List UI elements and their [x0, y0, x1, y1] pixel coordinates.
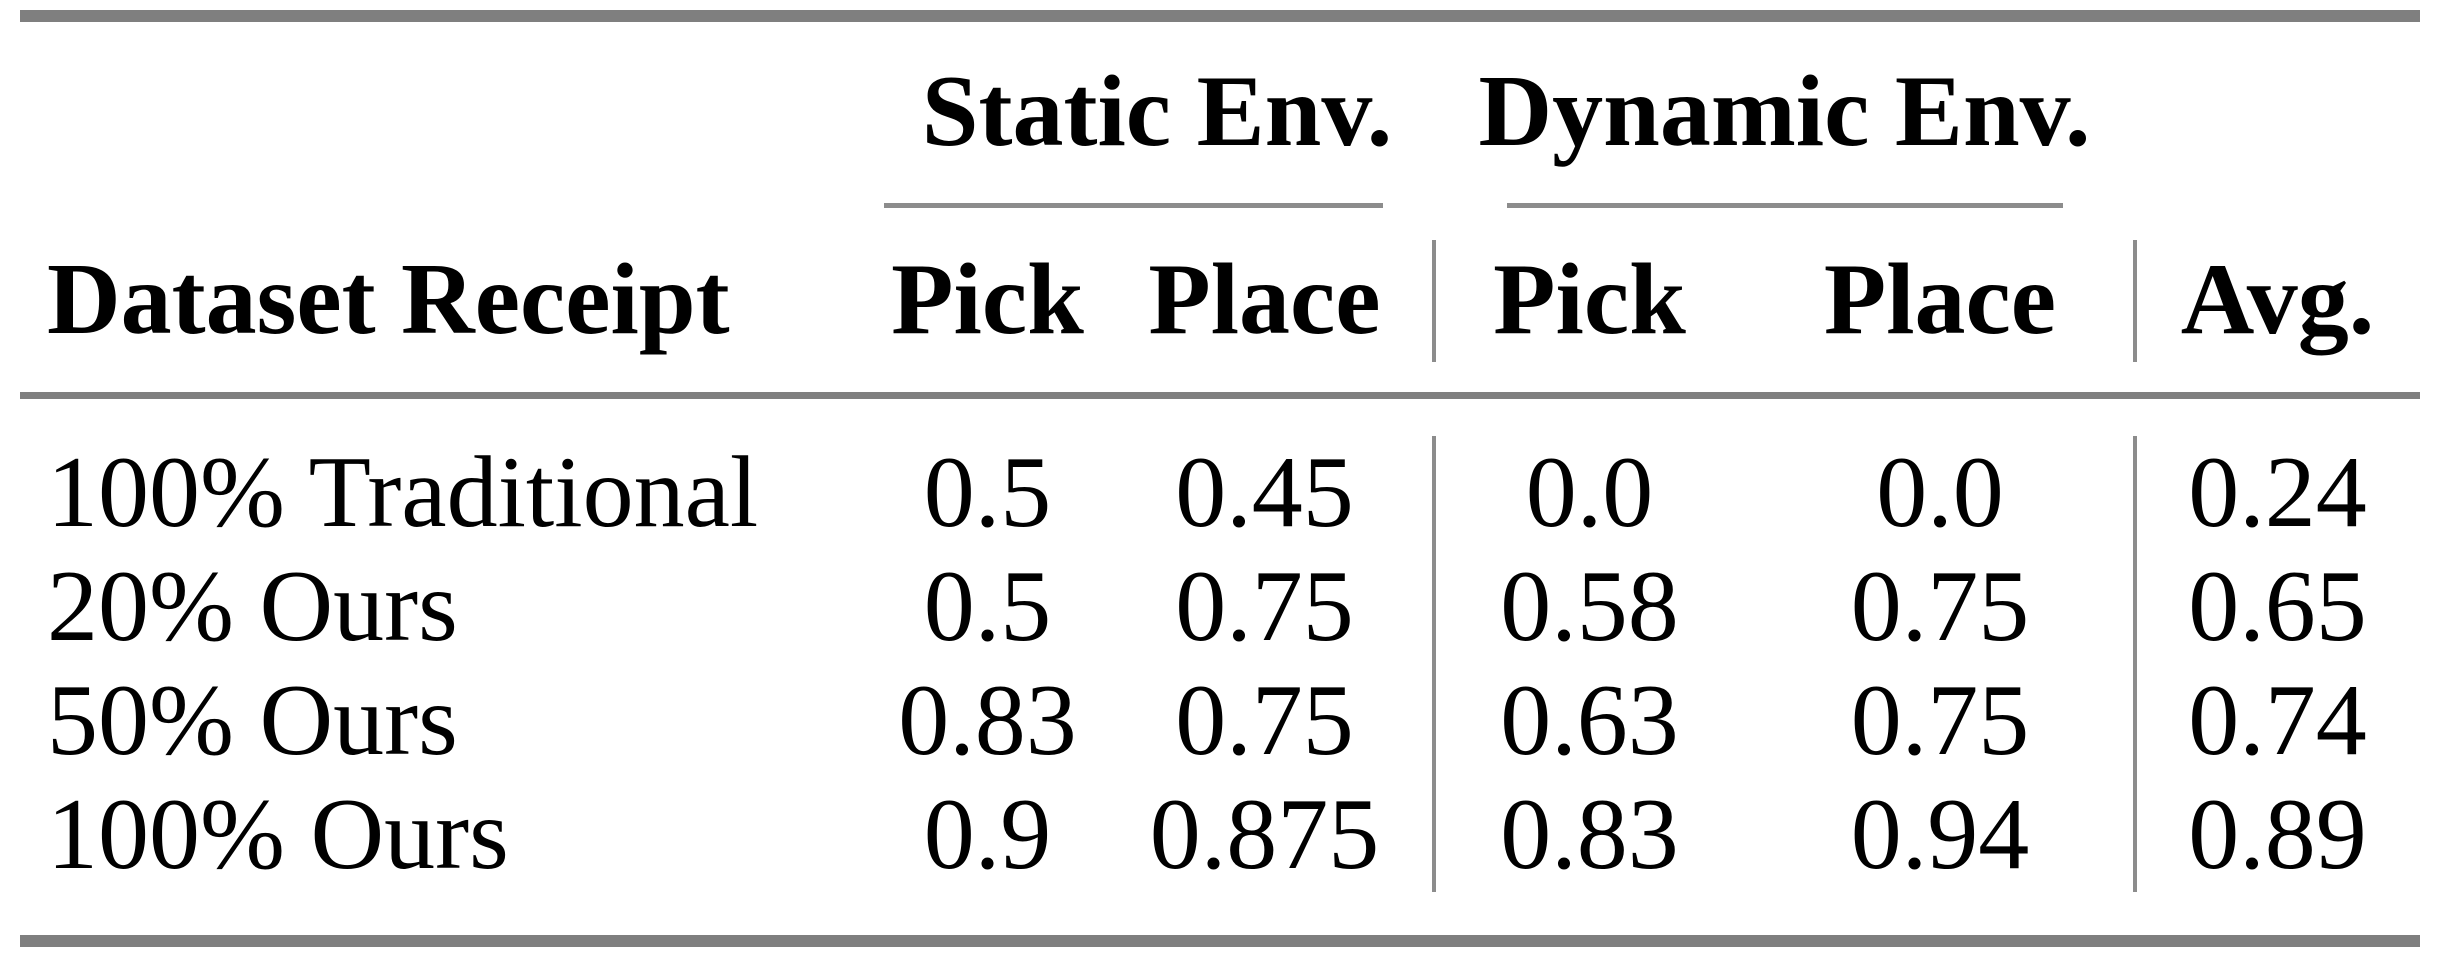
mid-rule [20, 392, 2420, 399]
cell-dynamic-pick: 0.0 [1525, 436, 1654, 549]
results-table: Static Env. Dynamic Env. Dataset Receipt… [20, 10, 2420, 947]
cmidrule-static-env [884, 202, 1383, 208]
cell-dynamic-place: 0.0 [1745, 436, 2137, 550]
cmidrule-dynamic-env [1507, 202, 2063, 208]
cell-static-pick: 0.5 [923, 550, 1052, 663]
cell-static-pick: 0.5 [923, 436, 1052, 549]
cell-dynamic-pick: 0.58 [1500, 550, 1679, 663]
cell-static-place: 0.75 [1095, 664, 1436, 778]
cell-avg: 0.74 [2188, 664, 2367, 777]
column-header-dynamic-place: Place [1745, 208, 2137, 392]
cell-dynamic-pick: 0.63 [1500, 664, 1679, 777]
cell-avg: 0.24 [2188, 436, 2367, 549]
group-header-dynamic-env: Dynamic Env. [1434, 22, 2135, 202]
top-rule [20, 10, 2420, 22]
cell-static-place: 0.875 [1095, 778, 1436, 892]
row-label: 100% Traditional [47, 436, 759, 549]
cell-dynamic-place: 0.75 [1745, 664, 2137, 778]
cell-static-place: 0.45 [1095, 436, 1436, 550]
cell-avg: 0.65 [2188, 550, 2367, 663]
group-header-static-env-label: Static Env. [921, 55, 1393, 168]
cell-static-pick: 0.83 [898, 664, 1077, 777]
row-label: 50% Ours [47, 664, 458, 777]
cell-dynamic-pick: 0.83 [1500, 778, 1679, 891]
column-header-static-pick: Pick [891, 243, 1084, 356]
cell-static-place: 0.75 [1095, 550, 1436, 664]
cell-dynamic-place: 0.94 [1745, 778, 2137, 892]
group-header-dynamic-env-label: Dynamic Env. [1478, 55, 2091, 168]
group-header-static-env: Static Env. [880, 22, 1434, 202]
bottom-rule [20, 935, 2420, 947]
row-label: 20% Ours [47, 550, 458, 663]
column-header-dynamic-pick: Pick [1493, 243, 1686, 356]
column-header-dataset-receipt: Dataset Receipt [47, 243, 730, 356]
cell-avg: 0.89 [2188, 778, 2367, 891]
row-label: 100% Ours [47, 778, 509, 891]
column-header-avg: Avg. [2180, 243, 2375, 356]
cell-static-pick: 0.9 [923, 778, 1052, 891]
column-header-static-place: Place [1095, 208, 1436, 392]
cell-dynamic-place: 0.75 [1745, 550, 2137, 664]
